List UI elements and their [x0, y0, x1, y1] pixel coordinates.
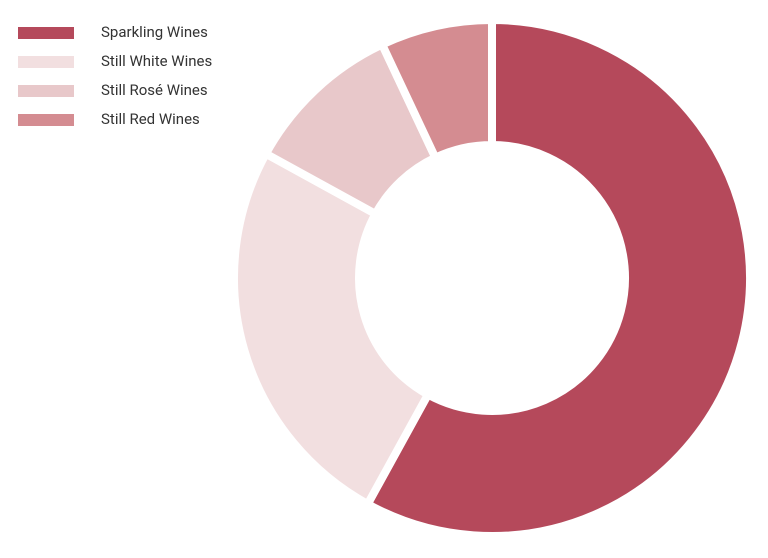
slice	[376, 15, 496, 163]
legend-swatch	[18, 85, 74, 97]
legend-label: Still White Wines	[101, 52, 212, 70]
slice	[362, 15, 754, 540]
legend-swatch	[18, 56, 74, 68]
legend-swatch	[18, 27, 74, 39]
legend-swatch	[18, 114, 74, 126]
slice	[230, 148, 434, 510]
legend-label: Sparkling Wines	[101, 23, 208, 41]
legend-label: Still Rosé Wines	[101, 81, 208, 99]
legend-label: Still Red Wines	[101, 110, 200, 128]
